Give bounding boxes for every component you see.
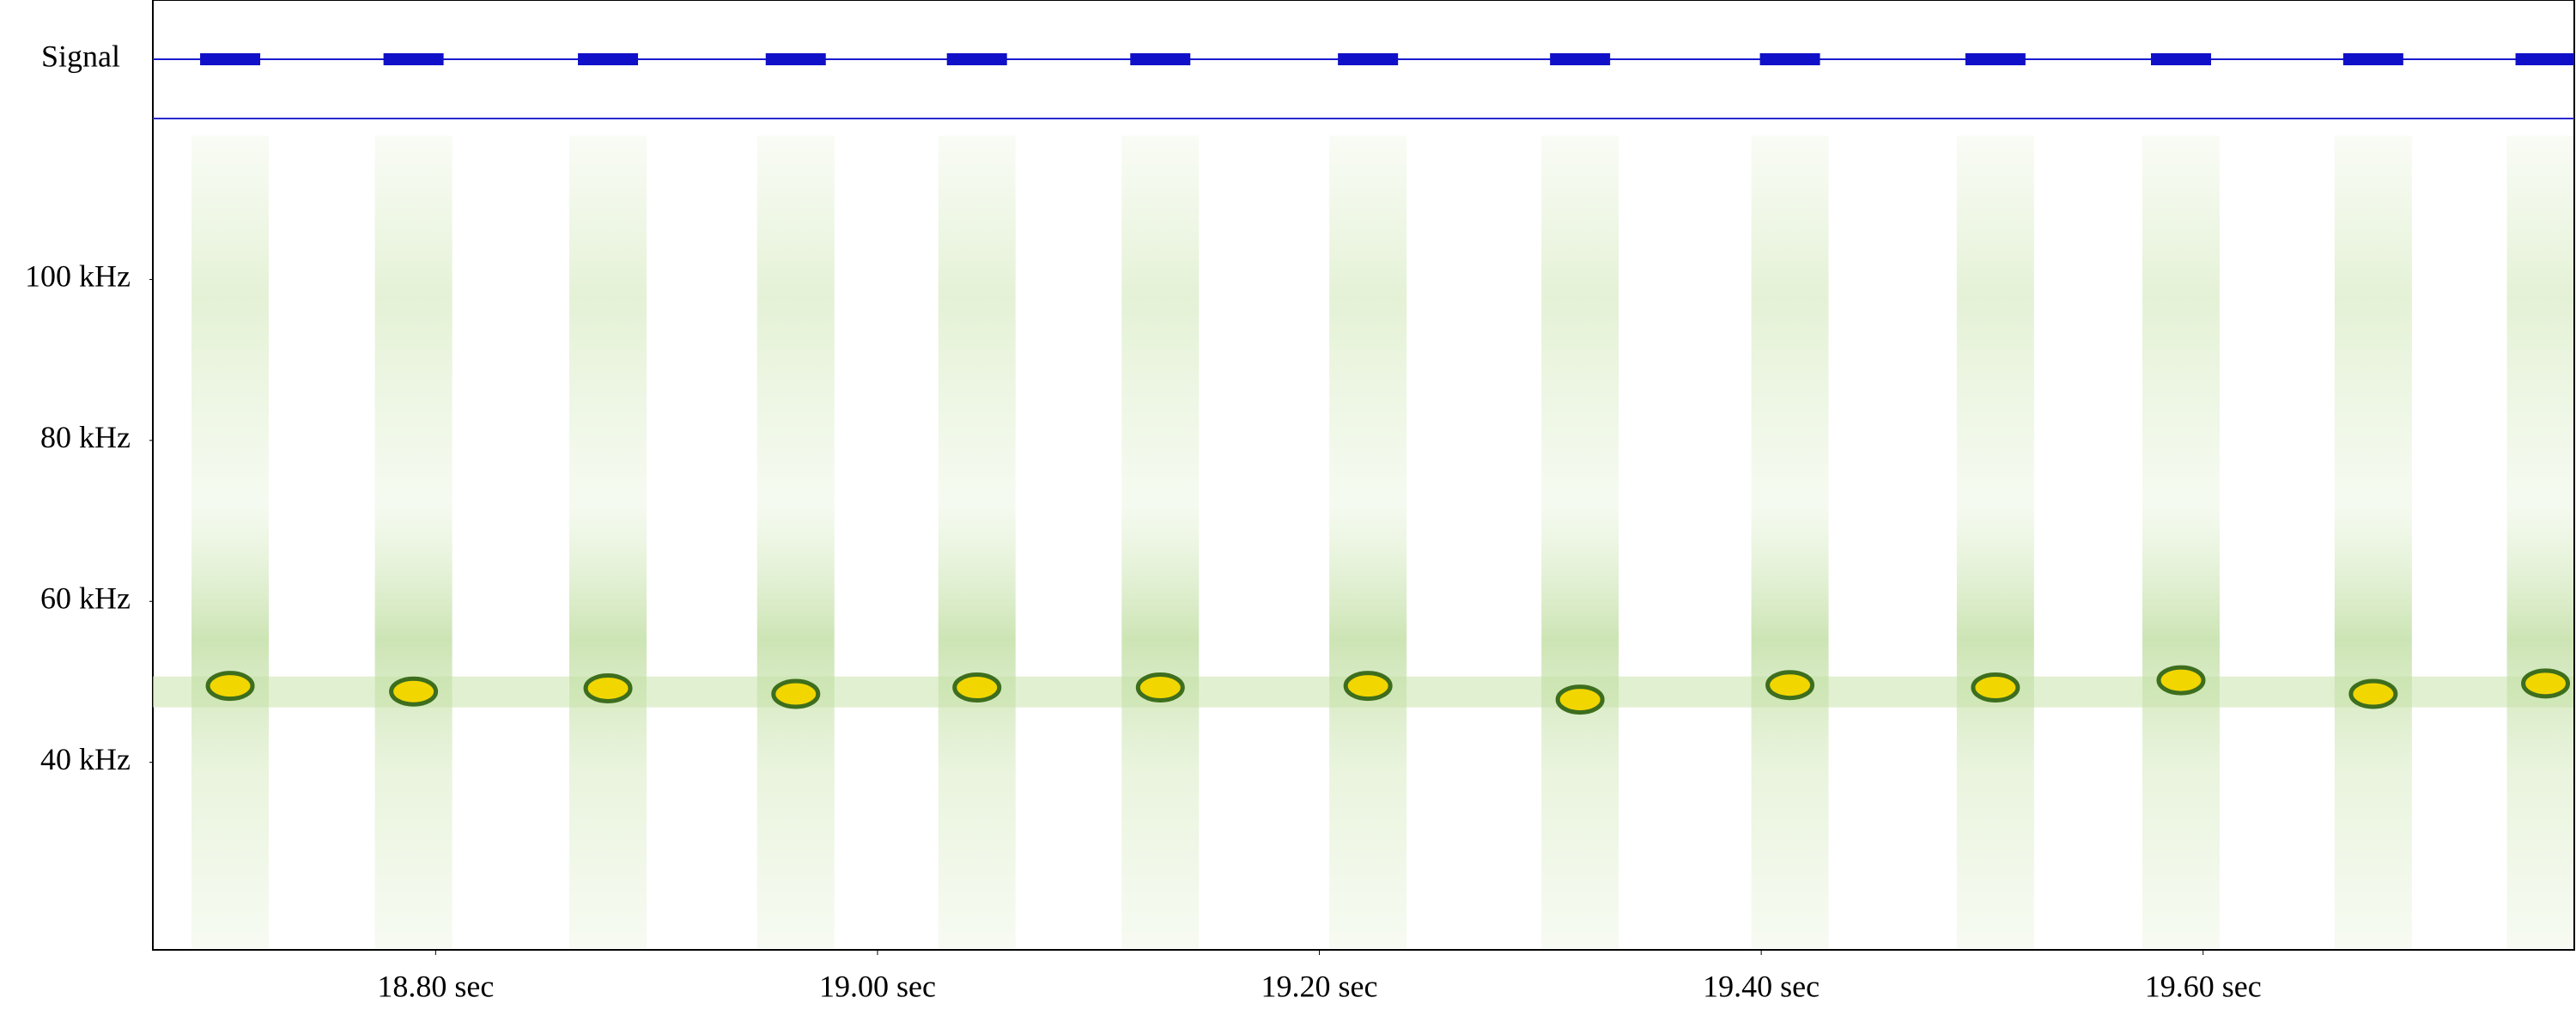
call-energy [1121,136,1200,948]
call-peak [205,671,255,702]
signal-burst [2342,53,2403,65]
call-energy [2506,136,2573,948]
signal-burst [383,53,444,65]
call-peak [2156,665,2206,696]
y-tick-label: 40 kHz [40,742,131,776]
call-energy [191,136,270,948]
call-peak [952,672,1002,703]
call-energy [569,136,647,948]
call-peak [389,676,439,707]
signal-burst [2515,53,2574,65]
call-peak [1135,672,1185,703]
x-tick-label: 19.20 sec [1261,969,1378,1003]
signal-burst [1130,53,1191,65]
call-energy [2334,136,2412,948]
signal-burst [765,53,826,65]
call-peak [1555,684,1605,715]
x-tick-label: 19.00 sec [819,969,936,1003]
signal-burst [2151,53,2212,65]
call-energy [374,136,453,948]
call-energy [1956,136,2034,948]
y-tick-label: 80 kHz [40,420,131,454]
call-peak [583,672,633,703]
signal-burst [1338,53,1399,65]
call-energy [756,136,835,948]
y-tick-label: 60 kHz [40,581,131,616]
signal-burst [946,53,1007,65]
call-peak [1765,670,1815,701]
plot-frame [152,0,2575,951]
call-energy [1541,136,1619,948]
panel-label: Signal [41,39,120,73]
signal-burst [1965,53,2026,65]
call-energy [1751,136,1829,948]
x-tick-label: 18.80 sec [377,969,494,1003]
call-peak [2348,678,2398,709]
y-tick-label: 100 kHz [25,259,131,294]
call-peak [2521,668,2571,699]
signal-burst [1759,53,1820,65]
signal-burst [200,53,261,65]
signal-burst [1550,53,1611,65]
signal-burst [578,53,639,65]
call-peak [1343,671,1393,702]
call-energy [938,136,1016,948]
call-energy [1329,136,1407,948]
call-peak [1971,672,2020,703]
call-peak [771,678,821,709]
x-tick-label: 19.60 sec [2145,969,2262,1003]
call-energy [2142,136,2221,948]
x-tick-label: 19.40 sec [1703,969,1820,1003]
